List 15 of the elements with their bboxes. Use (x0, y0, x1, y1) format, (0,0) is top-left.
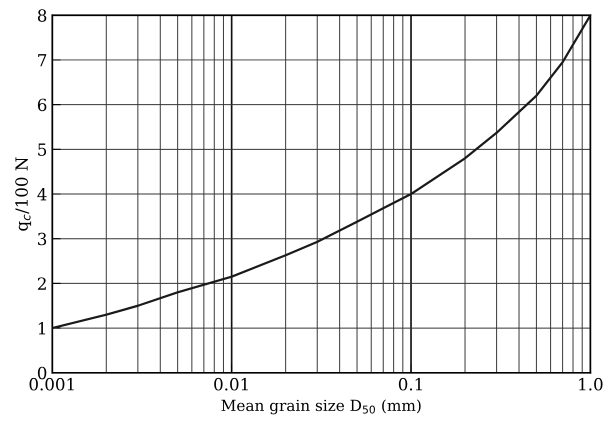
y-tick-label: 2 (38, 277, 46, 290)
y-tick-label: 5 (38, 144, 46, 156)
x-tick-label: 1.0 (579, 378, 603, 391)
y-tick-label: 1 (38, 322, 46, 334)
x-tick-label: 0.01 (214, 378, 248, 391)
y-tick-label: 3 (38, 232, 46, 246)
x-tick-label: 0.1 (398, 378, 422, 391)
y-tick-label: 8 (38, 9, 46, 22)
x-axis-title: Mean grain size D$_{50}$ (mm) (221, 399, 421, 414)
y-tick-label: 4 (37, 188, 47, 200)
y-tick-label: 7 (38, 54, 46, 66)
x-tick-label: 0.001 (30, 378, 74, 391)
y-tick-label: 6 (38, 98, 46, 112)
y-tick-label: 0 (38, 366, 46, 380)
y-axis-title: q$_{c}$/100 N (15, 157, 32, 231)
